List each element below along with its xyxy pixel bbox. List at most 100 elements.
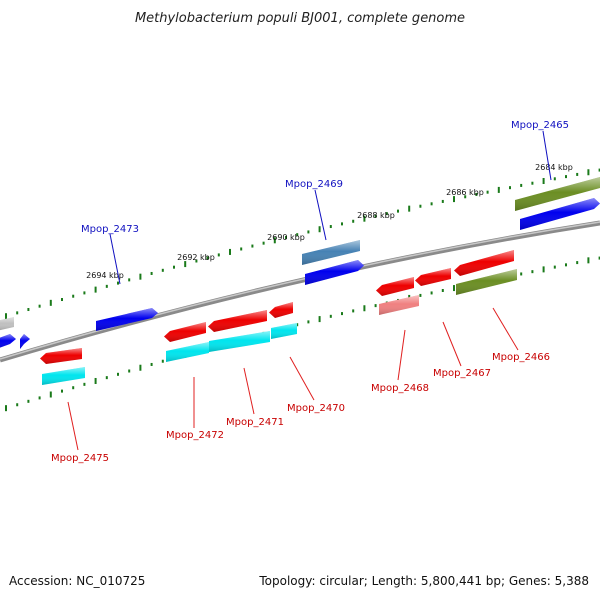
- gene-label-mpop-2475[interactable]: Mpop_2475: [51, 453, 109, 464]
- outer-row-tick-53: [598, 168, 600, 172]
- outer-row-tick-37: [419, 204, 422, 208]
- gene-features: [0, 177, 600, 385]
- gene-feature-mpop-2467-shade: [415, 268, 451, 286]
- outer-row-tick-20: [229, 248, 231, 255]
- gene-feature-mpop-2471-red[interactable]: [208, 310, 267, 332]
- inner-row-tick-27: [307, 320, 310, 324]
- gene-feature-left-blue-a[interactable]: [0, 334, 16, 349]
- inner-row-tick-53: [598, 256, 600, 260]
- gene-label-mpop-2466[interactable]: Mpop_2466: [492, 352, 550, 363]
- outer-row-tick-23: [262, 241, 265, 245]
- outer-row-tick-9: [105, 284, 108, 288]
- inner-row-tick-48: [542, 266, 545, 273]
- inner-row-tick-49: [553, 265, 556, 269]
- gene-feature-mpop-2470-red[interactable]: [269, 302, 293, 318]
- outer-row-tick-38: [430, 202, 433, 206]
- outer-row-tick-22: [251, 244, 254, 248]
- outer-row-tick-50: [565, 175, 567, 179]
- gene-feature-mpop-2469-steel-shade: [302, 240, 360, 265]
- gene-labels: Mpop_2465 Mpop_2466 Mpop_2467 Mpop_2468 …: [51, 120, 569, 464]
- outer-row-tick-11: [128, 278, 131, 282]
- gene-feature-mpop-2475-cyan-shade: [42, 367, 85, 385]
- gene-label-mpop-2473[interactable]: Mpop_2473: [81, 224, 139, 235]
- inner-row-tick-3: [38, 396, 41, 400]
- outer-row-tick-1: [16, 311, 19, 315]
- label-connectors: [67, 130, 552, 451]
- outer-row-tick-19: [217, 253, 220, 257]
- accession-label: Accession: NC_010725: [9, 574, 146, 588]
- gene-label-mpop-2468[interactable]: Mpop_2468: [371, 383, 429, 394]
- gene-feature-mpop-2475-cyan[interactable]: [42, 367, 85, 385]
- outer-row-tick-52: [587, 169, 590, 176]
- gene-feature-left-gray[interactable]: [0, 317, 14, 331]
- outer-row-tick-15: [173, 265, 175, 269]
- connector-mpop-2467: [442, 321, 462, 367]
- gene-feature-mpop-2475-red[interactable]: [40, 348, 82, 364]
- gene-feature-left-blue-b-shade: [20, 334, 30, 349]
- outer-row-tick-10: [117, 281, 119, 285]
- gene-feature-mpop-2468-red[interactable]: [376, 277, 414, 296]
- gene-feature-mpop-2470-red-shade: [269, 302, 293, 318]
- gene-label-mpop-2470[interactable]: Mpop_2470: [287, 403, 345, 414]
- gene-feature-left-gray-shade: [0, 317, 14, 331]
- gene-feature-mpop-2471-cyan[interactable]: [209, 331, 270, 352]
- inner-row-tick-31: [352, 309, 355, 313]
- gene-feature-mpop-2472-red-shade: [164, 322, 206, 342]
- inner-row-tick-29: [329, 314, 332, 318]
- outer-row-tick-43: [486, 190, 489, 194]
- gene-label-mpop-2471[interactable]: Mpop_2471: [226, 417, 284, 428]
- gene-feature-mpop-2466-olive[interactable]: [456, 269, 517, 295]
- inner-row-tick-7: [83, 382, 86, 386]
- outer-row-tick-26: [296, 233, 299, 237]
- gene-label-mpop-2467[interactable]: Mpop_2467: [433, 368, 491, 379]
- inner-row-tick-2: [27, 399, 30, 403]
- inner-row-tick-51: [576, 261, 579, 265]
- outer-row-tick-0: [5, 313, 7, 320]
- outer-row-tick-30: [341, 222, 343, 226]
- inner-row-tick-4: [49, 391, 52, 398]
- gene-feature-mpop-2468-red-shade: [376, 277, 414, 296]
- inner-row-tick-12: [139, 364, 142, 371]
- gene-label-mpop-2472[interactable]: Mpop_2472: [166, 430, 224, 441]
- inner-row-tick-33: [374, 304, 377, 308]
- outer-row-tick-25: [285, 235, 287, 239]
- outer-row-tick-44: [497, 186, 500, 193]
- gene-feature-mpop-2469-shade: [305, 260, 364, 285]
- gene-feature-mpop-2466-red[interactable]: [454, 250, 514, 276]
- inner-row-tick-28: [318, 316, 321, 323]
- inner-row-tick-8: [94, 377, 97, 384]
- inner-row-tick-5: [61, 389, 63, 393]
- gene-feature-mpop-2472-red[interactable]: [164, 322, 206, 342]
- outer-row-tick-21: [240, 247, 243, 251]
- outer-row-tick-51: [576, 172, 579, 176]
- tick-label-2692: 2692 kbp: [177, 253, 215, 262]
- gene-feature-mpop-2470-cyan[interactable]: [271, 323, 297, 339]
- gene-feature-mpop-2465-olive[interactable]: [515, 177, 600, 211]
- gene-feature-mpop-2469[interactable]: [305, 260, 364, 285]
- gene-label-mpop-2465[interactable]: Mpop_2465: [511, 120, 569, 131]
- outer-row-tick-42: [475, 192, 478, 196]
- outer-row-tick-18: [206, 256, 209, 260]
- gene-feature-mpop-2469-steel[interactable]: [302, 240, 360, 265]
- connector-mpop-2466: [492, 307, 519, 351]
- gene-feature-left-blue-b[interactable]: [20, 334, 30, 349]
- inner-row-tick-9: [105, 376, 108, 380]
- connector-mpop-2465: [542, 130, 552, 181]
- outer-row-tick-29: [329, 225, 332, 229]
- gene-feature-mpop-2473-shade: [96, 308, 158, 331]
- coordinate-ticks: [5, 168, 600, 412]
- gene-feature-mpop-2467[interactable]: [415, 268, 451, 286]
- gene-feature-mpop-2472-cyan[interactable]: [166, 342, 209, 362]
- outer-row-tick-40: [453, 196, 455, 203]
- gene-feature-mpop-2465[interactable]: [520, 198, 600, 230]
- gene-label-mpop-2469[interactable]: Mpop_2469: [285, 179, 343, 190]
- inner-row-tick-38: [430, 291, 433, 295]
- outer-row-tick-4: [49, 299, 52, 306]
- outer-row-tick-6: [72, 294, 75, 298]
- gene-feature-mpop-2471-red-shade: [208, 310, 267, 332]
- gene-feature-mpop-2475-red-shade: [40, 348, 82, 364]
- outer-row-tick-39: [441, 199, 444, 203]
- gene-feature-mpop-2473[interactable]: [96, 308, 158, 331]
- gene-feature-mpop-2468-pink[interactable]: [379, 295, 419, 315]
